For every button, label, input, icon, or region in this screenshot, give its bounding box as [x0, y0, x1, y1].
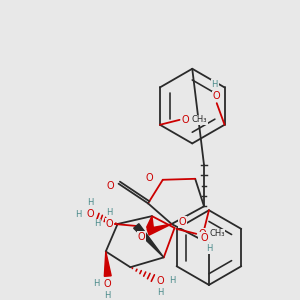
Polygon shape	[134, 224, 164, 257]
Text: H: H	[93, 279, 99, 288]
Text: O: O	[145, 173, 153, 183]
Text: H: H	[106, 208, 113, 217]
Text: O: O	[213, 91, 220, 101]
Text: O: O	[137, 232, 145, 242]
Text: O: O	[198, 229, 206, 239]
Text: O: O	[157, 276, 165, 286]
Text: H: H	[169, 277, 176, 286]
Text: H: H	[158, 288, 164, 297]
Text: CH₃: CH₃	[209, 229, 225, 238]
Text: O: O	[107, 181, 115, 191]
Text: O: O	[104, 279, 112, 289]
Text: H: H	[105, 291, 111, 300]
Polygon shape	[147, 216, 153, 229]
Text: CH₃: CH₃	[191, 116, 207, 124]
Text: O: O	[106, 219, 113, 229]
Polygon shape	[104, 251, 111, 276]
Polygon shape	[147, 224, 172, 235]
Text: H: H	[206, 244, 212, 253]
Text: H: H	[87, 198, 93, 207]
Text: O: O	[200, 233, 208, 243]
Text: H: H	[94, 220, 100, 229]
Text: O: O	[86, 209, 94, 219]
Text: O: O	[182, 115, 189, 125]
Text: H: H	[212, 80, 218, 89]
Text: H: H	[75, 210, 82, 219]
Text: O: O	[178, 217, 186, 227]
